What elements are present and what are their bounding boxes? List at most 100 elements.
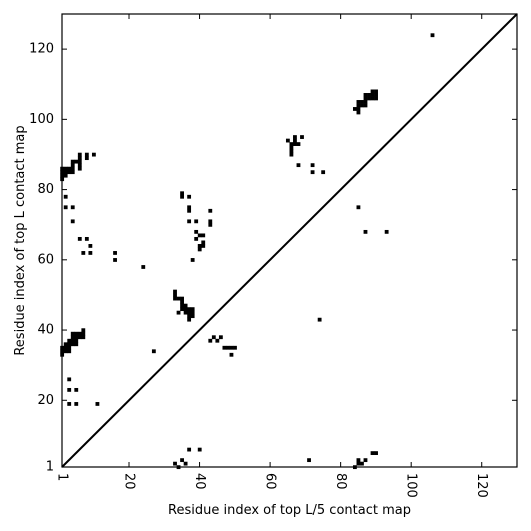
contact-cell-lower [183, 310, 188, 315]
contact-cell-upper [187, 208, 192, 213]
diagonal-line [61, 13, 518, 468]
contact-cell-lower [190, 307, 195, 312]
contact-cell-lower [226, 345, 230, 350]
contact-cell-lower [360, 461, 364, 466]
contact-cell-upper [67, 166, 72, 171]
contact-cell-lower [374, 451, 378, 456]
contact-cell-lower [74, 342, 79, 347]
contact-cell-upper [197, 233, 202, 238]
y-tick-label: 1 [46, 460, 54, 475]
contact-cell-upper [187, 205, 192, 210]
contact-cell-upper [180, 191, 184, 196]
contact-cell-upper [77, 159, 82, 164]
contact-cell-lower [70, 342, 75, 347]
contact-cell-lower [222, 345, 227, 350]
contact-cell-upper [356, 205, 361, 210]
contact-cell-upper [70, 159, 75, 164]
contact-cell-upper [81, 251, 86, 255]
y-tick-label: 20 [37, 393, 54, 408]
x-tick-label: 120 [474, 473, 489, 498]
contact-cell-lower [173, 289, 177, 294]
contact-cell-upper [289, 145, 294, 150]
contact-cell-upper [63, 194, 68, 199]
contact-cell-lower [74, 335, 79, 340]
contact-cell-upper [84, 236, 89, 241]
contact-cell-upper [367, 93, 371, 97]
contact-cell-lower [173, 461, 177, 466]
contact-cell-lower [197, 447, 202, 452]
contact-cell-upper [374, 89, 378, 94]
contact-cell-lower [187, 310, 192, 315]
y-tick-label: 120 [29, 42, 54, 57]
contact-cell-upper [70, 219, 75, 224]
x-tick-label: 40 [192, 473, 207, 490]
contact-cell-upper [384, 229, 389, 234]
contact-cell-lower [187, 447, 192, 452]
contact-cell-upper [374, 96, 378, 101]
contact-cell-upper [77, 156, 82, 161]
contact-cell-lower [215, 338, 220, 343]
contact-cell-upper [63, 173, 68, 178]
contact-cell-upper [363, 100, 368, 104]
y-tick-label: 40 [37, 323, 54, 338]
contact-cell-lower [74, 387, 79, 392]
contact-cell-upper [430, 33, 435, 38]
contact-cell-upper [296, 142, 301, 146]
contact-cell-upper [367, 96, 371, 101]
contact-cell-upper [194, 236, 199, 241]
contact-cell-upper [289, 149, 294, 154]
contact-cell-lower [70, 335, 75, 340]
contact-cell-lower [67, 342, 72, 347]
contact-cell-lower [233, 345, 237, 350]
contact-cell-upper [201, 244, 206, 248]
contact-cell-lower [363, 458, 368, 463]
contact-cell-lower [81, 335, 86, 340]
contact-cell-lower [190, 310, 195, 315]
contact-cell-upper [360, 100, 364, 104]
contact-cell-lower [187, 317, 192, 322]
contact-cell-lower [190, 314, 195, 319]
contact-cell-upper [363, 93, 368, 97]
contact-cell-upper [310, 163, 315, 168]
contact-cell-upper [356, 100, 361, 104]
contact-cell-lower [173, 296, 177, 301]
contact-cell-upper [70, 170, 75, 175]
contact-cell-upper [77, 163, 82, 168]
contact-cell-lower [81, 328, 86, 333]
contact-cell-lower [151, 349, 156, 354]
contact-cell-upper [296, 163, 301, 168]
contact-cell-upper [310, 170, 315, 175]
y-axis-label: Residue index of top L contact map [13, 125, 28, 355]
contact-cell-upper [180, 194, 184, 199]
contact-cell-upper [363, 103, 368, 108]
contact-cell-lower [67, 338, 72, 343]
contact-cell-lower [63, 349, 68, 354]
contact-cell-lower [70, 338, 75, 343]
contact-cell-upper [63, 170, 68, 175]
contact-cell-lower [180, 307, 184, 312]
contact-cell-upper [77, 236, 82, 241]
contact-cell-lower [180, 296, 184, 301]
contact-cell-upper [360, 103, 364, 108]
x-tick-label: 60 [263, 473, 278, 490]
contact-cell-upper [201, 240, 206, 245]
contact-cell-lower [74, 338, 79, 343]
contact-cell-upper [70, 163, 75, 168]
contact-cell-lower [95, 402, 100, 406]
contact-cell-lower [229, 345, 234, 350]
contact-cell-upper [356, 110, 361, 115]
contact-cell-upper [356, 103, 361, 108]
contact-cell-upper [113, 258, 117, 262]
contact-cell-upper [289, 152, 294, 157]
y-tick-label: 100 [29, 112, 54, 127]
contact-cell-lower [211, 335, 216, 340]
contact-cell-lower [63, 342, 68, 347]
contact-cell-upper [356, 107, 361, 111]
contact-cell-lower [173, 293, 177, 297]
contact-cell-lower [77, 335, 82, 340]
contact-cell-lower [218, 335, 223, 340]
contact-cell-upper [187, 194, 192, 199]
contact-cell-lower [67, 377, 72, 382]
